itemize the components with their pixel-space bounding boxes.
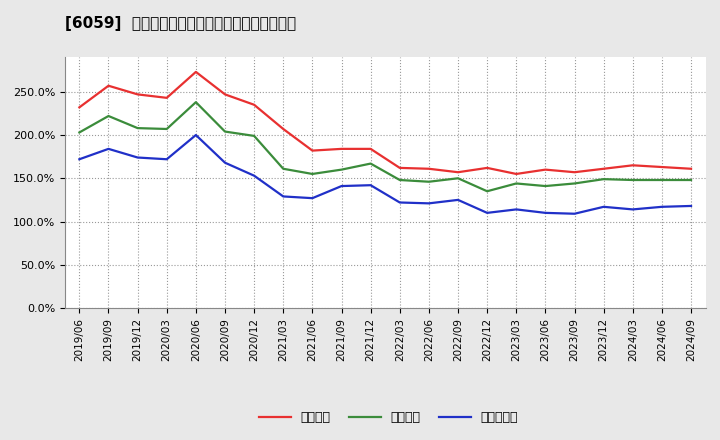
当座比率 (104, 114, 113, 119)
当座比率 (599, 176, 608, 182)
流動比率 (366, 146, 375, 151)
現預金比率 (512, 207, 521, 212)
流動比率 (104, 83, 113, 88)
現預金比率 (425, 201, 433, 206)
現預金比率 (192, 132, 200, 138)
流動比率 (163, 95, 171, 100)
当座比率 (337, 167, 346, 172)
現預金比率 (687, 203, 696, 209)
Line: 現預金比率: 現預金比率 (79, 135, 691, 214)
現預金比率 (629, 207, 637, 212)
流動比率 (425, 166, 433, 172)
現預金比率 (75, 157, 84, 162)
現預金比率 (308, 195, 317, 201)
流動比率 (657, 165, 666, 170)
当座比率 (570, 181, 579, 186)
流動比率 (337, 146, 346, 151)
当座比率 (454, 176, 462, 181)
当座比率 (425, 179, 433, 184)
現預金比率 (570, 211, 579, 216)
流動比率 (279, 126, 287, 132)
流動比率 (192, 69, 200, 74)
当座比率 (687, 177, 696, 183)
現預金比率 (337, 183, 346, 189)
Text: [6059]  流動比率、当座比率、現預金比率の推移: [6059] 流動比率、当座比率、現預金比率の推移 (65, 16, 296, 31)
現預金比率 (599, 204, 608, 209)
現預金比率 (366, 183, 375, 188)
流動比率 (512, 171, 521, 176)
Legend: 流動比率, 当座比率, 現預金比率: 流動比率, 当座比率, 現預金比率 (254, 407, 523, 429)
当座比率 (541, 183, 550, 189)
現預金比率 (483, 210, 492, 216)
当座比率 (308, 171, 317, 176)
流動比率 (570, 169, 579, 175)
当座比率 (163, 126, 171, 132)
現預金比率 (395, 200, 404, 205)
当座比率 (657, 177, 666, 183)
流動比率 (220, 92, 229, 97)
当座比率 (75, 130, 84, 135)
当座比率 (512, 181, 521, 186)
当座比率 (629, 177, 637, 183)
流動比率 (308, 148, 317, 153)
流動比率 (133, 92, 142, 97)
現預金比率 (220, 160, 229, 165)
当座比率 (133, 125, 142, 131)
流動比率 (629, 163, 637, 168)
流動比率 (250, 102, 258, 107)
流動比率 (75, 105, 84, 110)
現預金比率 (133, 155, 142, 160)
現預金比率 (104, 146, 113, 151)
流動比率 (483, 165, 492, 171)
現預金比率 (454, 197, 462, 202)
現預金比率 (657, 204, 666, 209)
当座比率 (279, 166, 287, 172)
Line: 当座比率: 当座比率 (79, 102, 691, 191)
現預金比率 (163, 157, 171, 162)
当座比率 (192, 99, 200, 105)
現預金比率 (279, 194, 287, 199)
当座比率 (250, 133, 258, 139)
現預金比率 (250, 173, 258, 178)
現預金比率 (541, 210, 550, 216)
当座比率 (483, 189, 492, 194)
流動比率 (599, 166, 608, 172)
流動比率 (454, 169, 462, 175)
流動比率 (541, 167, 550, 172)
Line: 流動比率: 流動比率 (79, 72, 691, 174)
当座比率 (220, 129, 229, 134)
流動比率 (395, 165, 404, 171)
流動比率 (687, 166, 696, 172)
当座比率 (395, 177, 404, 183)
当座比率 (366, 161, 375, 166)
